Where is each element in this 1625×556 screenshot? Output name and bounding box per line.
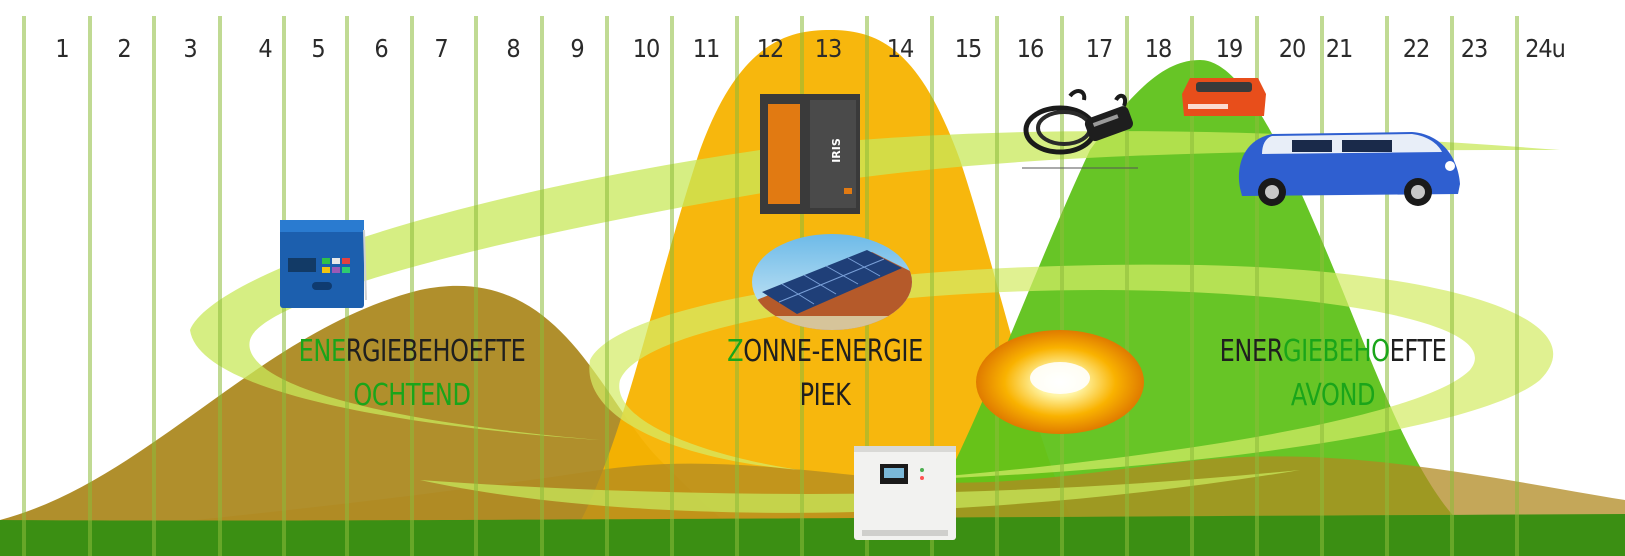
hour-label-8: 8 [506, 34, 520, 63]
energy-flow-swoosh-1 [190, 131, 1560, 440]
hour-gridline-21 [1320, 16, 1324, 556]
hour-gridline-4 [218, 16, 222, 556]
hybrid-inverter-icon [854, 446, 956, 540]
hour-gridline-15 [930, 16, 934, 556]
solar-panel-roof-icon [752, 232, 912, 332]
morning-demand-label: ENERGIEBEHOEFTE OCHTEND [284, 330, 540, 418]
electric-van-icon [1232, 128, 1464, 208]
hour-label-10: 10 [632, 34, 661, 63]
solar-peak-label: ZONNE-ENERGIE PIEK [709, 330, 941, 418]
evening-label-line2: AVOND [1290, 378, 1376, 413]
hour-label-19: 19 [1215, 34, 1244, 63]
hour-gridline-11 [670, 16, 674, 556]
hour-gridline-1 [22, 16, 26, 556]
hour-gridline-8 [474, 16, 478, 556]
hour-label-20: 20 [1278, 34, 1307, 63]
hour-label-7: 7 [434, 34, 448, 63]
hour-label-4: 4 [258, 34, 272, 63]
hour-label-1: 1 [55, 34, 69, 63]
hour-gridline-17 [1060, 16, 1064, 556]
home-battery-icon: IRIS [760, 94, 860, 214]
hour-gridline-2 [88, 16, 92, 556]
hour-gridline-24 [1515, 16, 1519, 556]
solar-label-line2: PIEK [799, 378, 851, 413]
hour-gridline-3 [152, 16, 156, 556]
morning-label-line2: OCHTEND [353, 378, 471, 413]
hour-label-12: 12 [756, 34, 785, 63]
battery-brand-label: IRIS [829, 138, 843, 163]
morning-label-green: ENE [298, 334, 346, 369]
hour-gridline-9 [540, 16, 544, 556]
evening-label-dark-1: ENER [1219, 334, 1284, 369]
hour-label-13: 13 [814, 34, 843, 63]
solar-label-green: Z [727, 334, 744, 369]
hour-label-3: 3 [183, 34, 197, 63]
ground-strip [0, 514, 1625, 556]
evening-label-dark-2: EFTE [1389, 334, 1447, 369]
evening-label-green: GIEBEHO [1282, 334, 1390, 369]
hour-gridline-22 [1385, 16, 1389, 556]
hour-label-11: 11 [692, 34, 721, 63]
hour-gridline-7 [410, 16, 414, 556]
hour-label-18: 18 [1144, 34, 1173, 63]
hour-label-14: 14 [886, 34, 915, 63]
ev-charging-cable-icon [1020, 86, 1140, 170]
inverter-icon [278, 220, 368, 308]
hour-label-5: 5 [311, 34, 325, 63]
hour-label-9: 9 [570, 34, 584, 63]
hour-label-21: 21 [1325, 34, 1354, 63]
hour-gridline-20 [1255, 16, 1259, 556]
hour-label-17: 17 [1085, 34, 1114, 63]
hour-label-16: 16 [1016, 34, 1045, 63]
energy-flow-swoosh-3 [420, 470, 1300, 513]
hour-gridline-10 [605, 16, 609, 556]
evening-demand-label: ENERGIEBEHOEFTE AVOND [1209, 330, 1457, 418]
hour-label-15: 15 [954, 34, 983, 63]
hour-gridline-12 [735, 16, 739, 556]
hour-label-24: 24u [1525, 34, 1566, 63]
hour-label-2: 2 [117, 34, 131, 63]
hour-gridline-18 [1125, 16, 1129, 556]
morning-label-dark: RGIEBEHOEFTE [345, 334, 526, 369]
hour-label-23: 23 [1460, 34, 1489, 63]
battery-charger-icon [1178, 74, 1268, 122]
solar-label-dark: ONNE-ENERGIE [743, 334, 923, 369]
hour-gridline-23 [1450, 16, 1454, 556]
hour-label-6: 6 [374, 34, 388, 63]
hour-gridline-16 [995, 16, 999, 556]
hour-label-22: 22 [1402, 34, 1431, 63]
hour-gridline-19 [1190, 16, 1194, 556]
